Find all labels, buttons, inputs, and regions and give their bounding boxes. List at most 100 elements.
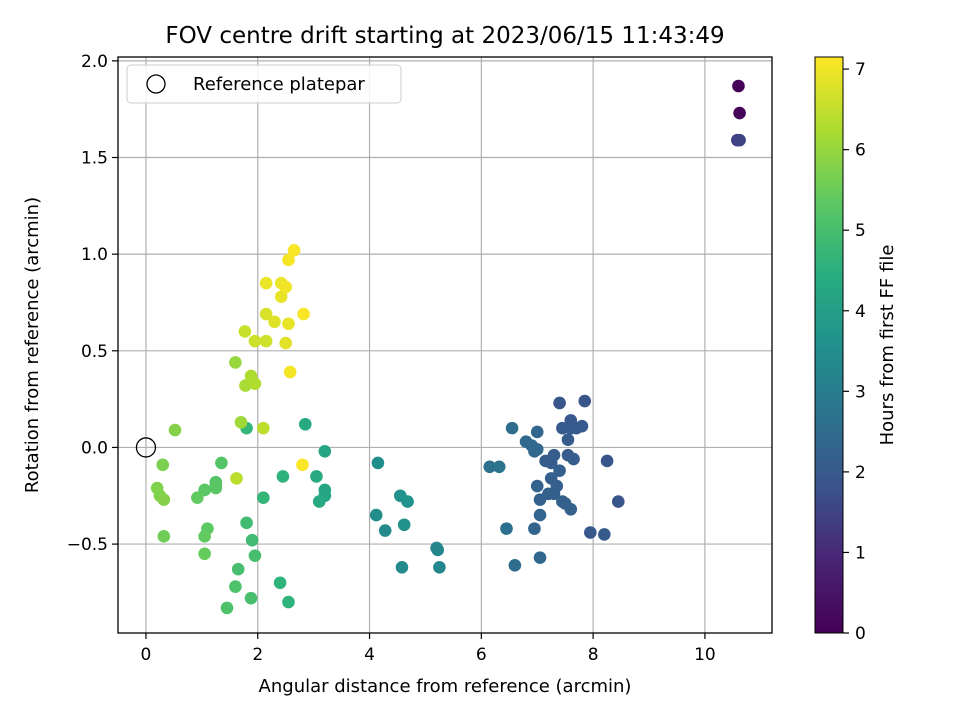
data-point: [198, 547, 211, 561]
data-point: [157, 530, 171, 543]
data-point: [433, 560, 446, 574]
y-tick-label: 0.0: [81, 438, 108, 458]
y-tick-label: 0.5: [81, 342, 108, 362]
data-point: [230, 472, 243, 485]
axes-frame: [117, 56, 773, 634]
y-axis-ticks: −0.5 0.0 0.5 1.0 1.5 2.0: [67, 52, 118, 555]
data-point: [220, 601, 234, 615]
colorbar-tick-label: 5: [855, 221, 866, 241]
data-point: [530, 443, 544, 456]
data-point: [312, 495, 326, 508]
data-point: [530, 425, 544, 439]
colorbar-gradient: [814, 56, 844, 634]
data-point: [248, 377, 262, 390]
data-point: [259, 276, 273, 290]
legend-entry-reference-platepar: Reference platepar: [193, 74, 365, 95]
colorbar-tick-label: 2: [855, 463, 866, 483]
data-point: [231, 562, 245, 576]
data-point: [283, 365, 297, 379]
data-point: [553, 396, 566, 410]
colorbar-tick-label: 1: [855, 543, 866, 563]
data-point: [229, 580, 242, 593]
data-point: [483, 460, 497, 474]
legend-box: [126, 64, 402, 104]
data-point: [733, 133, 746, 147]
data-point: [282, 595, 295, 609]
data-point: [198, 530, 211, 543]
y-tick-label: 2.0: [81, 52, 108, 72]
data-point: [240, 516, 253, 530]
data-point: [209, 481, 223, 495]
data-point: [229, 356, 242, 369]
data-point: [369, 508, 383, 522]
data-point: [431, 543, 445, 557]
data-point: [298, 417, 312, 431]
data-point: [584, 526, 597, 539]
data-point: [257, 491, 270, 504]
data-point: [397, 518, 411, 532]
data-point: [378, 524, 392, 537]
chart-title: FOV centre drift starting at 2023/06/15 …: [165, 23, 724, 49]
data-point: [259, 307, 273, 321]
grid-lines: [118, 57, 772, 633]
data-point: [257, 421, 270, 435]
data-point: [156, 458, 170, 472]
colorbar-tick-label: 0: [855, 624, 866, 644]
data-point: [600, 454, 614, 468]
data-point: [371, 456, 385, 470]
data-point: [544, 456, 558, 470]
data-point: [297, 307, 310, 321]
colorbar-tick-label: 7: [855, 60, 866, 80]
legend: Reference platepar: [126, 64, 402, 104]
data-point: [244, 591, 258, 605]
data-point: [287, 243, 301, 257]
data-point: [492, 460, 506, 474]
data-point: [274, 290, 288, 303]
colorbar-tick-label: 3: [855, 382, 866, 402]
data-point: [578, 394, 592, 408]
data-point: [530, 479, 544, 493]
data-point: [401, 495, 414, 508]
y-tick-label: −0.5: [67, 535, 108, 555]
data-point: [310, 470, 323, 483]
data-point: [168, 423, 182, 437]
data-point: [611, 495, 625, 508]
data-points: [150, 79, 746, 615]
data-point: [533, 493, 547, 506]
data-point: [268, 315, 281, 329]
data-point: [598, 528, 611, 541]
data-point: [547, 487, 561, 501]
legend-reference-marker: [146, 74, 166, 94]
data-point: [561, 433, 575, 447]
data-point: [279, 280, 292, 294]
y-tick-label: 1.5: [81, 149, 108, 169]
data-point: [567, 452, 580, 466]
data-point: [553, 464, 566, 477]
data-point: [248, 334, 262, 348]
colorbar: 0 1 2 3 4 5 6 7 Hours from first FF file: [814, 56, 898, 644]
x-axis-ticks: 0 2 4 6 8 10: [141, 633, 716, 665]
data-point: [533, 508, 547, 522]
data-point: [248, 549, 262, 562]
colorbar-label: Hours from first FF file: [877, 245, 898, 446]
data-point: [528, 522, 541, 535]
y-axis-label: Rotation from reference (arcmin): [22, 197, 43, 493]
data-point: [296, 458, 309, 472]
data-point: [191, 491, 204, 504]
data-point: [239, 379, 252, 392]
reference-platepar-marker: [135, 437, 157, 458]
data-point: [215, 456, 228, 470]
colorbar-tick-label: 4: [855, 302, 866, 322]
colorbar-tick-label: 6: [855, 141, 866, 161]
colorbar-ticks: 0 1 2 3 4 5 6 7: [843, 60, 866, 644]
data-point: [279, 336, 292, 350]
data-point: [732, 79, 745, 93]
data-point: [318, 445, 332, 458]
data-point: [500, 522, 513, 535]
data-point: [282, 317, 295, 331]
data-point: [276, 470, 290, 483]
x-axis-label: Angular distance from reference (arcmin): [259, 676, 632, 697]
data-point: [234, 416, 248, 429]
data-point: [259, 334, 273, 348]
